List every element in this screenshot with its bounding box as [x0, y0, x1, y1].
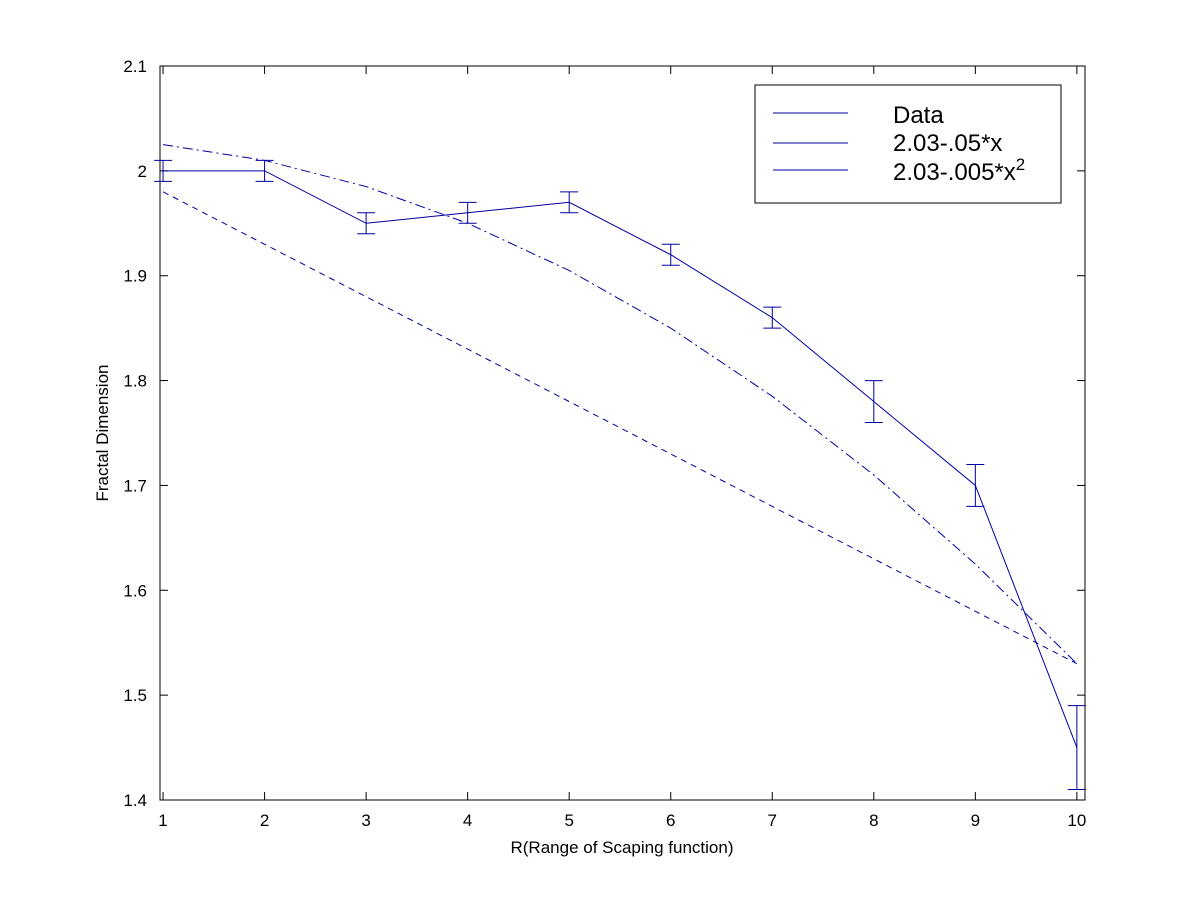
legend-label-data: Data	[893, 102, 944, 129]
x-tick-label: 4	[463, 811, 472, 830]
x-tick-label: 6	[666, 811, 675, 830]
y-tick-label: 1.4	[123, 791, 147, 810]
legend-label-quadratic: 2.03-.005*x2	[893, 155, 1025, 186]
x-tick-label: 8	[869, 811, 878, 830]
y-tick-label: 1.7	[123, 476, 147, 495]
x-tick-label: 3	[361, 811, 370, 830]
y-tick-label: 1.6	[123, 581, 147, 600]
x-axis-label: R(Range of Scaping function)	[510, 838, 733, 857]
error-bar	[154, 159, 173, 182]
y-tick-label: 1.9	[123, 267, 147, 286]
y-tick-label: 1.5	[123, 686, 147, 705]
series-line-2	[162, 144, 1078, 665]
legend-quadratic-sup: 2	[1016, 155, 1025, 174]
error-bar	[966, 463, 985, 507]
x-tick-label: 5	[564, 811, 573, 830]
error-bar	[1067, 705, 1086, 791]
y-tick-label: 2.1	[123, 57, 147, 76]
legend-box	[754, 84, 1062, 204]
x-tick-label: 1	[158, 811, 167, 830]
x-tick-label: 2	[260, 811, 269, 830]
series-line-0	[163, 170, 1078, 748]
error-bar	[864, 380, 883, 424]
error-bar	[357, 212, 376, 235]
x-tick-label: 9	[971, 811, 980, 830]
error-bar	[661, 243, 680, 266]
x-tick-label: 10	[1067, 811, 1086, 830]
legend-quadratic-base: 2.03-.005*x	[893, 159, 1016, 186]
legend: Data 2.03-.05*x 2.03-.005*x2	[754, 84, 1062, 204]
legend-label-linear: 2.03-.05*x	[893, 130, 1002, 157]
y-axis-label: Fractal Dimension	[93, 365, 112, 502]
x-tick-label: 7	[768, 811, 777, 830]
error-bar	[560, 191, 579, 214]
y-tick-label: 1.8	[123, 372, 147, 391]
y-tick-label: 2	[138, 162, 147, 181]
error-bar	[763, 306, 782, 329]
